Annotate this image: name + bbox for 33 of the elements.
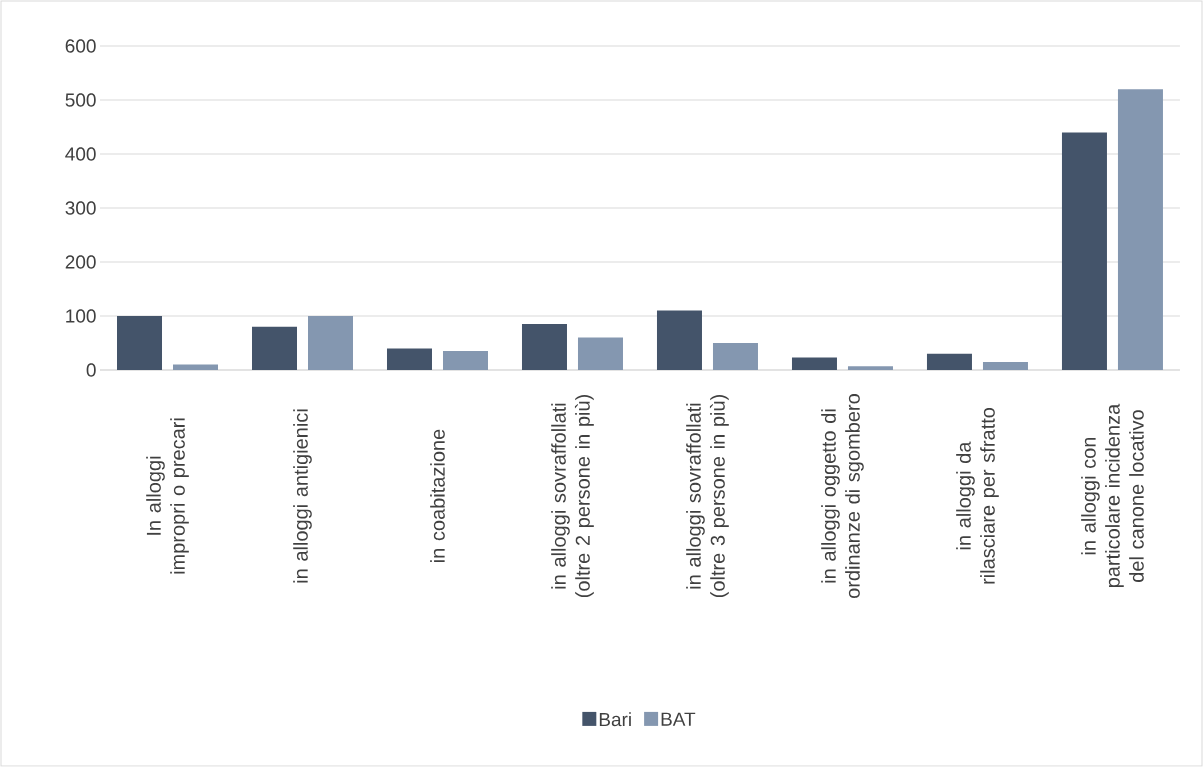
bar [442,351,488,370]
bar [173,364,219,370]
x-tick-label: in alloggi antigienici [293,409,312,583]
y-tick-label: 0 [86,363,96,377]
bar [521,324,567,370]
y-tick-label: 100 [66,309,96,323]
x-tick-label: In alloggi impropri o precari [146,418,189,574]
bar [791,357,837,370]
x-tick-label: in alloggi con particolare incidenza del canone locativo [1081,403,1144,588]
bar [386,348,432,370]
bar [252,326,297,370]
y-tick-label: 500 [65,93,96,107]
bar [1061,132,1107,370]
bar [847,366,893,370]
y-tick-label: 300 [65,201,96,215]
x-tick-label: in alloggi sovraffollati (oltre 3 persone in più) [686,395,729,598]
y-tick-label: 200 [65,255,96,269]
bar [577,337,623,370]
y-tick-label: 400 [65,147,96,161]
x-tick-label: in coabitazione [430,429,445,562]
legend-label: BAT [661,712,696,726]
bar [926,353,972,370]
bar [308,315,353,370]
bar [1117,89,1163,370]
x-tick-label: in alloggi sovraffollati (oltre 2 persone in più) [551,395,594,598]
y-tick-label: 600 [65,39,96,53]
bar [712,342,758,370]
bar [982,361,1028,370]
x-tick-label: in alloggi oggetto di ordinanze di sgombero [821,394,864,599]
bar [656,310,702,370]
x-tick-label: in alloggi da rilasciare per sfratto [956,407,999,584]
bar [117,315,162,370]
legend-label: Bari [599,712,631,727]
